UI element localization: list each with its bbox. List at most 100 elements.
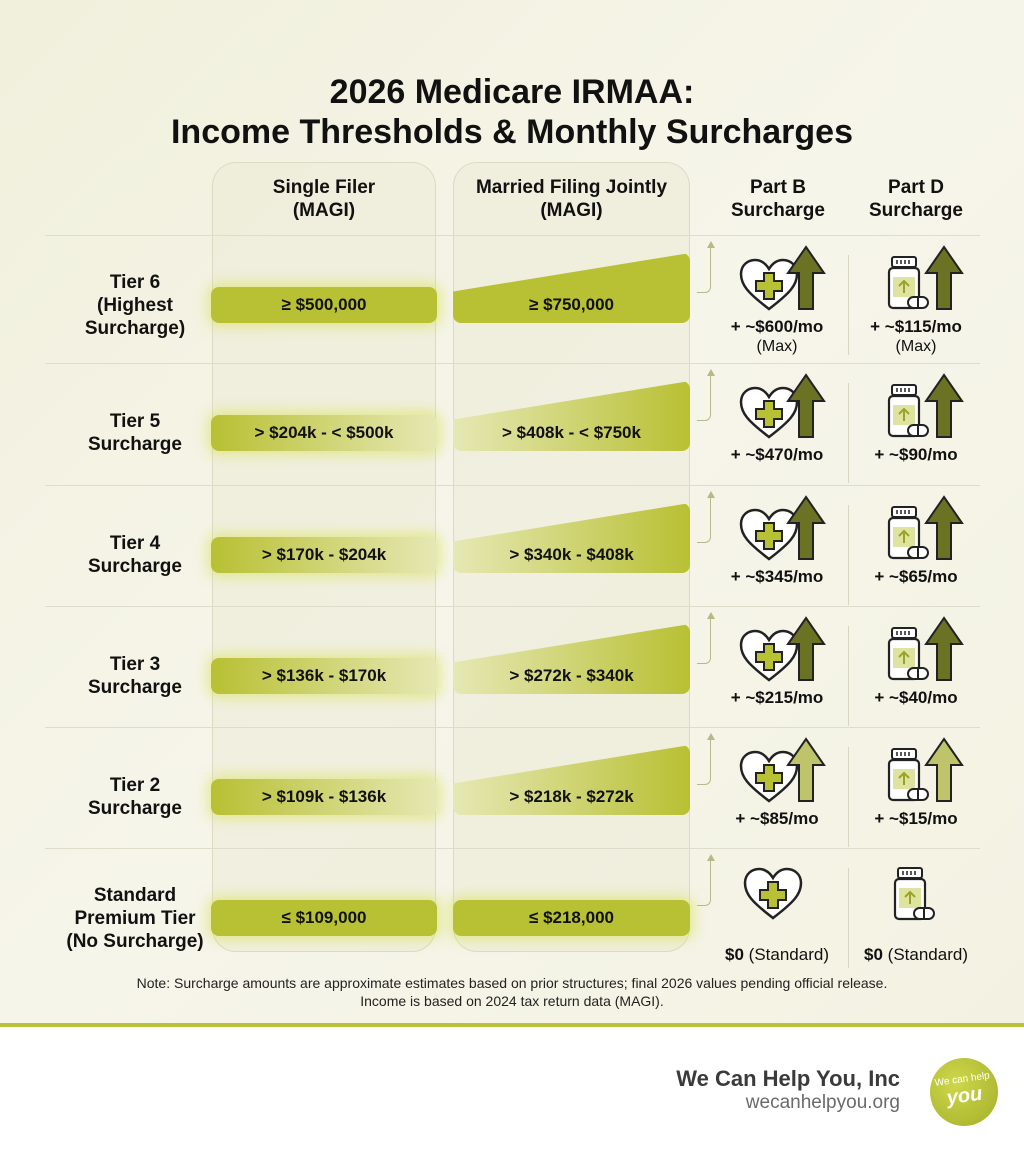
brand-name: We Can Help You, Inc (676, 1066, 900, 1091)
amount: + ~$600/mo (730, 317, 824, 336)
header-text: (MAGI) (292, 200, 356, 221)
row-divider (45, 606, 980, 607)
tier-label-line: (No Surcharge) (66, 930, 204, 952)
partb-note: (Standard) (748, 945, 829, 964)
partd-amount: + ~$40/mo (841, 688, 991, 708)
heart-plus-icon (739, 629, 799, 682)
partb-amount: $0 (Standard) (702, 945, 852, 965)
single-threshold: > $204k - < $500k (211, 415, 437, 451)
page-title: 2026 Medicare IRMAA: Income Thresholds &… (0, 72, 1024, 152)
brand: We Can Help You, Inc wecanhelpyou.org (676, 1066, 900, 1114)
amount: $0 (725, 945, 744, 964)
amount: + ~$90/mo (874, 445, 958, 464)
tier-label-line: (Highest (97, 294, 173, 316)
tier-label-line: Surcharge (88, 434, 182, 455)
connector-arrow (697, 733, 715, 785)
pill-bottle-icon (887, 506, 929, 560)
amount: + ~$85/mo (735, 809, 819, 828)
connector-arrow (697, 612, 715, 664)
row-divider (45, 727, 980, 728)
tier-label-line: Surcharge (88, 798, 182, 819)
partd-amount: + ~$15/mo (841, 809, 991, 829)
heart-plus-icon (743, 867, 803, 920)
arrow-up-icon (924, 245, 964, 310)
tier-label-line: Surcharge (88, 556, 182, 577)
pill-bottle-icon (887, 748, 929, 802)
tier-label-line: Surcharge (88, 677, 182, 698)
connector-arrow (697, 241, 715, 293)
single-threshold: ≤ $109,000 (211, 900, 437, 936)
column-separator (848, 505, 849, 605)
tier-label: Tier 6 (Highest Surcharge) (40, 271, 230, 340)
arrow-up-icon (786, 737, 826, 802)
tier-label-line: Surcharge) (84, 317, 186, 339)
amount: $0 (864, 945, 883, 964)
tier-label-line: Premium Tier (74, 907, 196, 929)
row-divider (45, 363, 980, 364)
arrow-up-icon (786, 245, 826, 310)
tier-label-line: Tier 4 (109, 533, 161, 554)
footnote: Note: Surcharge amounts are approximate … (136, 975, 888, 1009)
single-threshold: ≥ $500,000 (211, 287, 437, 323)
married-threshold: ≤ $218,000 (453, 900, 690, 936)
brand-logo: We can help you (925, 1053, 1003, 1131)
column-separator (848, 383, 849, 483)
partd-amount: $0 (Standard) (841, 945, 991, 965)
infographic: 2026 Medicare IRMAA: Income Thresholds &… (0, 0, 1024, 1025)
tier-label: Tier 5 Surcharge (40, 410, 230, 456)
amount: + ~$470/mo (730, 445, 824, 464)
arrow-up-icon (924, 737, 964, 802)
amount: + ~$115/mo (870, 317, 962, 336)
tier-label: Tier 3 Surcharge (40, 653, 230, 699)
row-divider (45, 848, 980, 849)
pill-bottle-icon (893, 867, 935, 921)
amount: + ~$40/mo (874, 688, 958, 707)
arrow-up-icon (786, 373, 826, 438)
header-partd: Part D Surcharge (846, 176, 986, 222)
partd-amount: + ~$90/mo (841, 445, 991, 465)
header-text: (MAGI) (540, 200, 603, 221)
amount: + ~$215/mo (730, 688, 824, 707)
partb-amount: + ~$345/mo (702, 567, 852, 587)
pill-bottle-icon (887, 627, 929, 681)
partb-amount: + ~$600/mo (Max) (702, 317, 852, 357)
single-threshold: > $109k - $136k (211, 779, 437, 815)
partd-amount: + ~$65/mo (841, 567, 991, 587)
arrow-up-icon (924, 373, 964, 438)
tier-label-line: Standard (93, 884, 177, 906)
single-threshold: > $136k - $170k (211, 658, 437, 694)
pill-bottle-icon (887, 384, 929, 438)
title-line-2: Income Thresholds & Monthly Surcharges (170, 113, 853, 151)
tier-label-line: Tier 2 (109, 775, 161, 796)
arrow-up-icon (924, 495, 964, 560)
connector-arrow (697, 369, 715, 421)
tier-label: Standard Premium Tier (No Surcharge) (40, 884, 230, 953)
partb-note: (Max) (756, 338, 798, 355)
header-text: Part B (750, 177, 806, 198)
amount: + ~$65/mo (874, 567, 958, 586)
arrow-up-icon (786, 495, 826, 560)
row-divider (45, 485, 980, 486)
connector-arrow (697, 491, 715, 543)
row-divider (45, 235, 980, 236)
single-threshold: > $170k - $204k (211, 537, 437, 573)
header-married: Married Filing Jointly (MAGI) (453, 176, 690, 222)
amount: + ~$15/mo (874, 809, 958, 828)
tier-label-line: Tier 6 (109, 271, 161, 293)
partb-amount: + ~$215/mo (702, 688, 852, 708)
header-partb: Part B Surcharge (708, 176, 848, 222)
header-single: Single Filer (MAGI) (212, 176, 436, 222)
divider (0, 1023, 1024, 1027)
header-text: Married Filing Jointly (475, 177, 668, 198)
title-line-1: 2026 Medicare IRMAA: (329, 73, 695, 111)
tier-label: Tier 4 Surcharge (40, 532, 230, 578)
brand-url[interactable]: wecanhelpyou.org (745, 1092, 900, 1113)
connector-arrow (697, 854, 715, 906)
partb-amount: + ~$470/mo (702, 445, 852, 465)
arrow-up-icon (924, 616, 964, 681)
tier-label-line: Tier 3 (109, 654, 161, 675)
tier-label: Tier 2 Surcharge (40, 774, 230, 820)
header-text: Single Filer (272, 177, 376, 198)
heart-plus-icon (739, 386, 799, 439)
header-text: Surcharge (869, 200, 963, 221)
